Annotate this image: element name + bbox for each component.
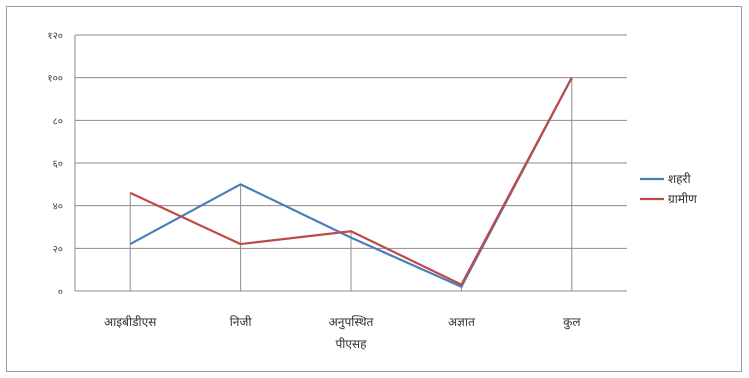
legend-label-1: शहरी (668, 172, 691, 186)
y-tick-label: १०० (47, 74, 63, 85)
y-tick-label: ८० (53, 116, 63, 127)
y-tick-label: ० (58, 287, 63, 298)
series-lines (129, 77, 573, 288)
x-tick-label: अनुपस्थित पीएसह (329, 315, 375, 351)
x-tick-label: आइबीडीएस (104, 315, 157, 329)
line-chart: ० २० ४० ६० ८० १०० १२० आइबीडीएस निजी अनुपस्थित पीए… (47, 31, 697, 351)
drop-lines (129, 77, 573, 291)
x-tick-labels: आइबीडीएस निजी अनुपस्थित पीएसह अज्ञात कुल (104, 315, 581, 351)
y-tick-labels: ० २० ४० ६० ८० १०० १२० (47, 31, 63, 298)
legend-label-2: ग्रामीण (668, 192, 697, 206)
x-tick-label: अज्ञात (448, 315, 476, 329)
x-tick-label: निजी (230, 315, 253, 329)
legend: शहरी ग्रामीण (640, 172, 697, 206)
y-tick-label: १२० (47, 31, 63, 42)
chart-frame: ० २० ४० ६० ८० १०० १२० आइबीडीएस निजी अनुपस्थित पीए… (6, 6, 742, 372)
y-tick-label: ६० (53, 159, 63, 170)
y-tick-label: २० (53, 244, 63, 255)
x-tick-label: कुल (563, 315, 581, 330)
y-tick-label: ४० (53, 202, 63, 213)
gridlines (75, 34, 627, 249)
series-line-2 (129, 77, 573, 286)
